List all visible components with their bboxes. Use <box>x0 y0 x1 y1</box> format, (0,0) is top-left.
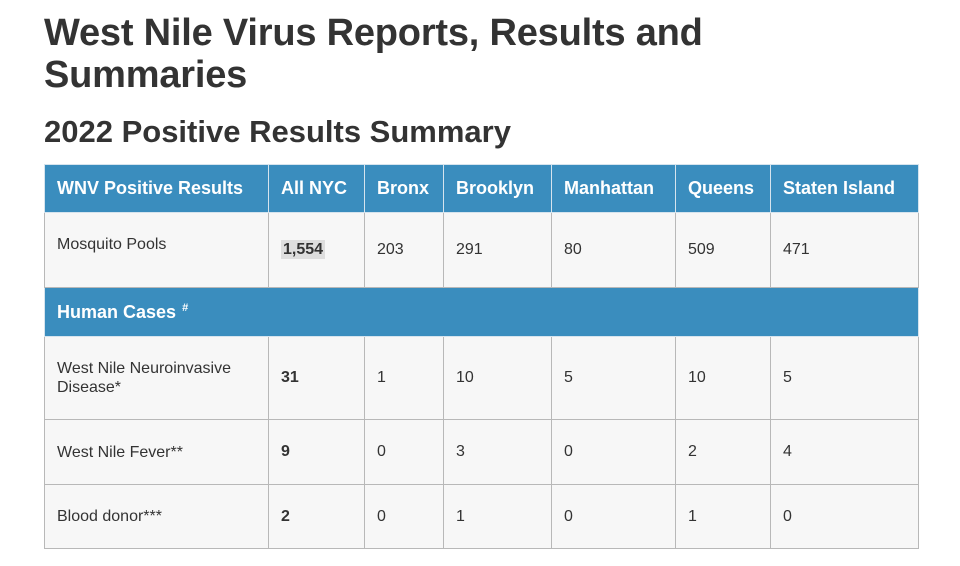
section-row-human-cases: Human Cases # <box>44 287 919 337</box>
header-staten-island: Staten Island <box>770 164 919 213</box>
cell-staten-island: 4 <box>770 419 919 485</box>
table-row-mosquito-pools: Mosquito Pools 1,554 203 291 80 509 471 <box>44 212 919 288</box>
table-row: West Nile Fever** 9 0 3 0 2 4 <box>44 419 919 485</box>
cell-all-nyc: 9 <box>268 419 365 485</box>
row-label: West Nile Neuroinvasive Disease* <box>44 336 269 420</box>
cell-manhattan: 0 <box>551 484 676 549</box>
cell-all-nyc: 2 <box>268 484 365 549</box>
cell-queens: 1 <box>675 484 771 549</box>
cell-staten-island: 0 <box>770 484 919 549</box>
header-brooklyn: Brooklyn <box>443 164 552 213</box>
human-cases-heading: Human Cases # <box>44 287 919 337</box>
human-cases-label: Human Cases <box>57 301 177 322</box>
table-row: West Nile Neuroinvasive Disease* 31 1 10… <box>44 336 919 420</box>
header-manhattan: Manhattan <box>551 164 676 213</box>
table-header-row: WNV Positive Results All NYC Bronx Brook… <box>44 164 919 213</box>
results-table: WNV Positive Results All NYC Bronx Brook… <box>44 164 919 549</box>
cell-all-nyc: 1,554 <box>268 212 365 288</box>
cell-staten-island: 471 <box>770 212 919 288</box>
cell-manhattan: 5 <box>551 336 676 420</box>
cell-manhattan: 0 <box>551 419 676 485</box>
header-all-nyc: All NYC <box>268 164 365 213</box>
cell-brooklyn: 3 <box>443 419 552 485</box>
cell-bronx: 203 <box>364 212 444 288</box>
page-title: West Nile Virus Reports, Results and Sum… <box>44 12 703 96</box>
highlighted-value: 1,554 <box>281 240 326 259</box>
row-label: Mosquito Pools <box>44 212 269 288</box>
cell-bronx: 0 <box>364 484 444 549</box>
row-label: Blood donor*** <box>44 484 269 549</box>
section-title: 2022 Positive Results Summary <box>44 114 511 149</box>
cell-staten-island: 5 <box>770 336 919 420</box>
cell-bronx: 0 <box>364 419 444 485</box>
cell-bronx: 1 <box>364 336 444 420</box>
cell-queens: 2 <box>675 419 771 485</box>
cell-brooklyn: 1 <box>443 484 552 549</box>
cell-brooklyn: 291 <box>443 212 552 288</box>
cell-manhattan: 80 <box>551 212 676 288</box>
row-label: West Nile Fever** <box>44 419 269 485</box>
cell-queens: 509 <box>675 212 771 288</box>
header-queens: Queens <box>675 164 771 213</box>
footnote-marker: # <box>182 301 189 314</box>
cell-brooklyn: 10 <box>443 336 552 420</box>
cell-all-nyc: 31 <box>268 336 365 420</box>
header-bronx: Bronx <box>364 164 444 213</box>
header-wnv-positive-results: WNV Positive Results <box>44 164 269 213</box>
cell-queens: 10 <box>675 336 771 420</box>
table-row: Blood donor*** 2 0 1 0 1 0 <box>44 484 919 549</box>
